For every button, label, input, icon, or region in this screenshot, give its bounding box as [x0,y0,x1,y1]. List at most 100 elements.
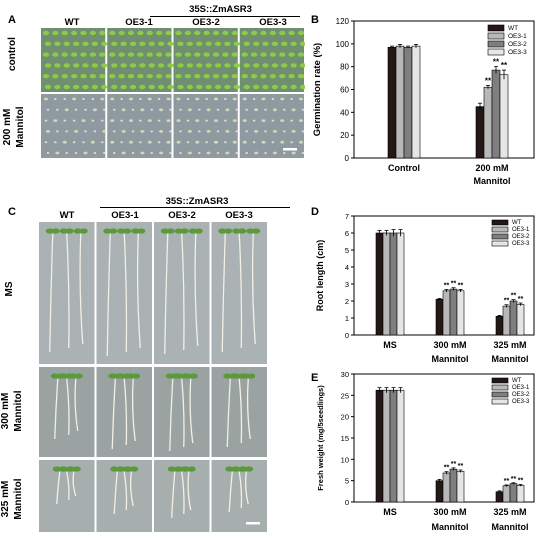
significance-marker: ** [451,281,457,288]
plate-cell [239,94,305,158]
seedling-cell [39,367,95,457]
category-label: 325 mM [493,507,526,517]
y-tick-label: 6 [345,229,349,238]
y-tick-label: 25 [341,391,349,400]
bar [375,389,384,503]
panel-c-col-oe3-3: OE3-3 [225,210,253,221]
legend-swatch [487,40,505,48]
error-bar [398,44,402,48]
y-tick-label: 5 [345,477,349,486]
panel-a-col-wt: WT [64,17,80,28]
category-label: Mannitol [492,354,529,364]
bar [403,46,413,159]
error-bar [391,387,396,393]
root-length-chart: 0 1 2 3 4 5 6 7 Root length (cm) MS ** ** ** 300 mM Ma… [306,205,546,365]
fresh-weight-chart: 0 5 10 15 20 25 30 Fresh weight (mg/5seedlings)… [306,368,546,536]
y-tick-label: 15 [341,434,349,443]
y-tick-label: 0 [345,331,349,340]
significance-marker: ** [511,293,517,300]
category-label: 300 mM [433,507,466,517]
plate-cell [41,28,108,92]
bar [495,316,504,336]
legend-label: OE3-2 [508,41,527,48]
seedling-cell [211,222,267,364]
legend-label: OE3-3 [512,241,530,247]
category-label: Mannitol [432,522,469,532]
significance-marker: ** [493,58,500,67]
legend-swatch [491,233,509,240]
y-axis-label: Fresh weight (mg/5seedlings) [316,385,325,491]
bar [442,290,451,336]
significance-marker: ** [504,478,510,485]
legend-swatch [491,219,509,226]
plate-cell [173,94,239,158]
error-bar [504,484,509,487]
bar [411,45,421,159]
panel-a-construct-line [150,16,300,17]
error-bar [511,482,516,485]
error-bar [414,44,418,48]
scale-bar [283,148,297,151]
bar [396,389,405,503]
significance-marker: ** [501,61,508,70]
bar [475,106,485,159]
panel-a-col-oe3-1: OE3-1 [125,17,153,28]
bar [396,232,405,336]
bar [491,69,501,159]
germination-chart: 0 20 40 60 80 100 120 Germination rate (%) Contr… [306,10,546,190]
error-bar [502,69,506,80]
bar [456,290,465,336]
bar [483,86,493,159]
y-tick-label: 20 [340,131,349,140]
legend-label: OE3-1 [512,385,530,391]
bar [509,300,518,336]
y-axis-label: Germination rate (%) [312,43,323,136]
error-bar [437,298,442,301]
error-bar [406,45,410,49]
legend-label: WT [512,378,522,384]
panel-b-label: B [311,14,319,26]
significance-marker: ** [458,463,464,470]
legend-label: OE3-1 [512,227,530,233]
y-tick-label: 120 [336,17,350,26]
seedling-cell [211,367,267,457]
bar [382,389,391,503]
y-tick-label: 1 [345,314,349,323]
category-label: 300 mM [433,340,466,350]
panel-c-col-oe3-1: OE3-1 [111,210,139,221]
category-label: Mannitol [474,176,511,186]
bar [516,304,525,336]
y-tick-label: 0 [345,154,350,163]
bar [435,299,444,336]
seedling-cell [154,222,210,364]
error-bar [437,478,442,482]
error-bar [518,484,523,487]
plate-cell [239,28,305,92]
category-label: Mannitol [432,354,469,364]
significance-marker: ** [444,282,450,289]
y-tick-label: 7 [345,212,349,221]
panel-a-label: A [8,14,16,26]
legend-label: OE3-3 [508,49,527,56]
y-tick-label: 5 [345,246,349,255]
panel-c-row-300: 300 mM Mannitol [0,390,24,432]
bar [387,46,397,159]
seedling-cell [96,367,152,457]
panel-a-row-control: control [7,37,18,71]
y-tick-label: 4 [345,263,349,272]
panel-a-row-mannitol: 200 mM Mannitol [2,106,26,148]
error-bar [451,467,456,471]
panel-a-germination-photo [40,28,305,158]
error-bar [377,230,382,236]
legend-label: WT [512,220,522,226]
error-bar [398,229,403,237]
panel-a-construct: 35S::ZmASR3 [189,4,252,15]
legend-swatch [491,377,509,384]
panel-c-row-ms: MS [4,281,15,297]
category-label: 325 mM [493,340,526,350]
seedling-cell [96,460,152,532]
bar [382,232,391,336]
y-tick-label: 2 [345,297,349,306]
panel-c-label: C [8,206,16,218]
